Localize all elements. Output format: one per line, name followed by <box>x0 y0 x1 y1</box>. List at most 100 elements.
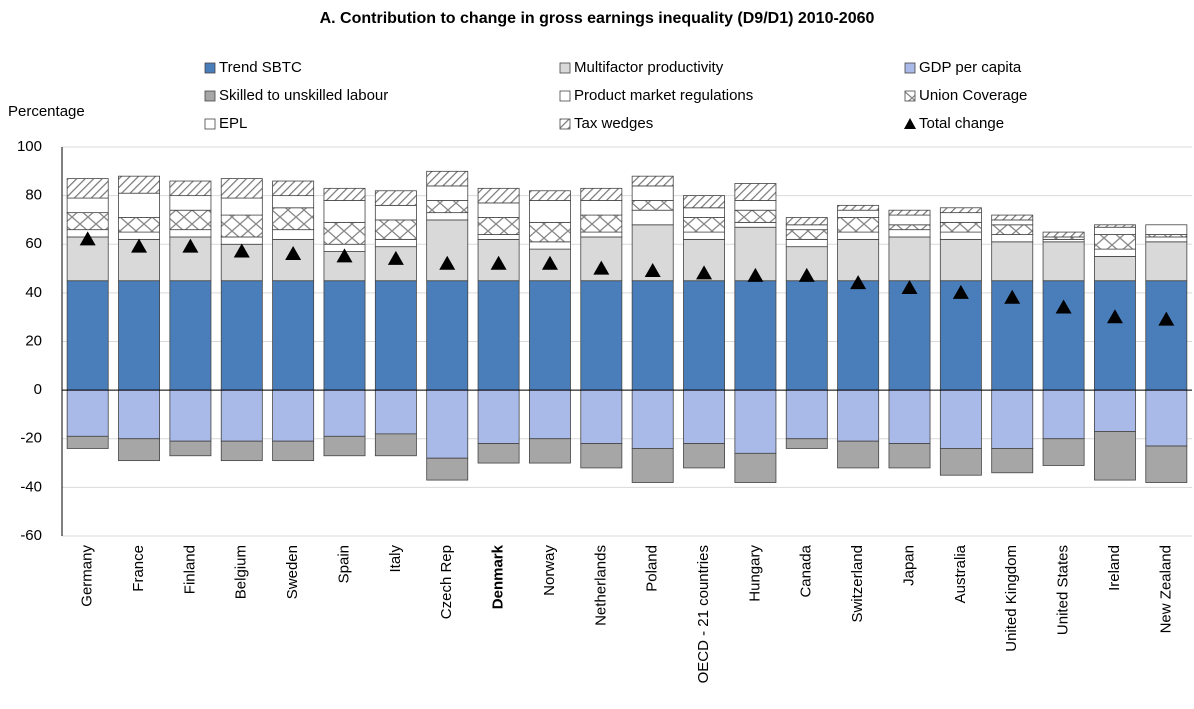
bar-segment <box>118 217 160 233</box>
bar-segment <box>272 195 315 209</box>
total-marker <box>1004 289 1021 304</box>
bar-segment <box>220 214 263 238</box>
bar-segment <box>939 389 982 449</box>
x-tick-label: Germany <box>79 545 96 607</box>
bar-segment <box>939 207 982 214</box>
bar-segment <box>1094 280 1136 391</box>
bar-segment <box>426 212 469 221</box>
total-marker <box>593 260 610 275</box>
legend-label: Product market regulations <box>574 87 753 104</box>
total-marker <box>747 267 764 282</box>
bar-segment <box>529 389 571 440</box>
bar-segment <box>888 214 931 226</box>
bar-segment <box>220 280 263 391</box>
bar-segment <box>1094 234 1136 250</box>
bar-segment <box>272 440 315 462</box>
bar-segment <box>991 389 1034 449</box>
bar-segment <box>66 389 109 437</box>
x-tick-label: Italy <box>387 545 404 573</box>
bar-segment <box>939 221 982 233</box>
legend-swatch <box>904 118 916 129</box>
bar-segment <box>991 219 1034 226</box>
bar-segment <box>939 448 982 476</box>
bar-segment <box>939 280 982 391</box>
x-tick-label: Sweden <box>284 545 301 599</box>
bar-segment <box>939 212 982 223</box>
total-marker <box>387 250 404 265</box>
bar-segment <box>1042 231 1085 238</box>
bar-segment <box>785 224 828 231</box>
bar-segment <box>785 217 828 226</box>
bar-segment <box>939 231 982 240</box>
bar-segment <box>118 175 160 194</box>
bar-segment <box>169 209 212 231</box>
total-marker <box>1158 311 1175 326</box>
bar-segment <box>785 238 828 248</box>
total-marker <box>439 255 456 270</box>
bar-segment <box>272 229 315 240</box>
legend-swatch <box>904 90 916 102</box>
bar-segment <box>683 217 725 233</box>
bar-segment <box>991 448 1034 474</box>
bar-segment <box>477 187 520 204</box>
bar-segment <box>683 280 725 391</box>
bar-segment <box>939 238 982 282</box>
bar-segment <box>426 185 469 201</box>
bar-segment <box>1042 241 1085 282</box>
bar-segment <box>477 202 520 218</box>
bar-segment <box>785 280 828 391</box>
bar-segment <box>837 231 880 240</box>
bar-segment <box>683 389 725 445</box>
bar-segment <box>374 204 417 221</box>
bar-segment <box>580 231 623 238</box>
y-tick-label: 100 <box>17 138 42 155</box>
bar-segment <box>1042 438 1085 466</box>
bar-segment <box>220 236 263 245</box>
bar-segment <box>118 238 160 282</box>
bar-segment <box>272 280 315 391</box>
bar-segment <box>1145 236 1188 243</box>
bar-segment <box>1094 431 1136 481</box>
y-tick-label: 80 <box>25 187 42 204</box>
bar-segment <box>888 443 931 469</box>
bar-segment <box>631 175 674 187</box>
bar-segment <box>169 440 212 457</box>
bar-segment <box>272 180 315 197</box>
bar-segment <box>374 190 417 206</box>
x-tick-label: United States <box>1055 545 1072 635</box>
y-tick-label: -20 <box>20 430 42 447</box>
total-marker <box>285 245 302 260</box>
x-tick-label: Netherlands <box>592 545 609 626</box>
bar-segment <box>323 200 366 223</box>
bar-segment <box>580 443 623 469</box>
total-marker <box>952 284 969 299</box>
bar-segment <box>991 241 1034 282</box>
bar-segment <box>529 200 571 223</box>
legend-label: EPL <box>219 115 247 132</box>
bar-segment <box>785 389 828 440</box>
legend-label: Union Coverage <box>919 87 1027 104</box>
bar-segment <box>118 280 160 391</box>
bar-segment <box>1042 280 1085 391</box>
bar-segment <box>631 280 674 391</box>
bar-segment <box>631 200 674 211</box>
bar-segment <box>323 435 366 457</box>
bar-segment <box>323 187 366 201</box>
bar-segment <box>683 443 725 469</box>
bar-segment <box>631 185 674 201</box>
bar-segment <box>323 389 366 437</box>
bar-segment <box>323 221 366 245</box>
bar-segment <box>888 229 931 238</box>
y-tick-label: -60 <box>20 527 42 544</box>
bar-segment <box>888 236 931 282</box>
bar-segment <box>837 280 880 391</box>
bar-segment <box>426 219 469 282</box>
bar-segment <box>220 440 263 462</box>
bar-segment <box>837 238 880 282</box>
bar-segment <box>220 178 263 199</box>
bar-segment <box>426 389 469 459</box>
legend-swatch <box>204 118 216 130</box>
bar-segment <box>683 195 725 209</box>
bar-segment <box>1094 226 1136 235</box>
